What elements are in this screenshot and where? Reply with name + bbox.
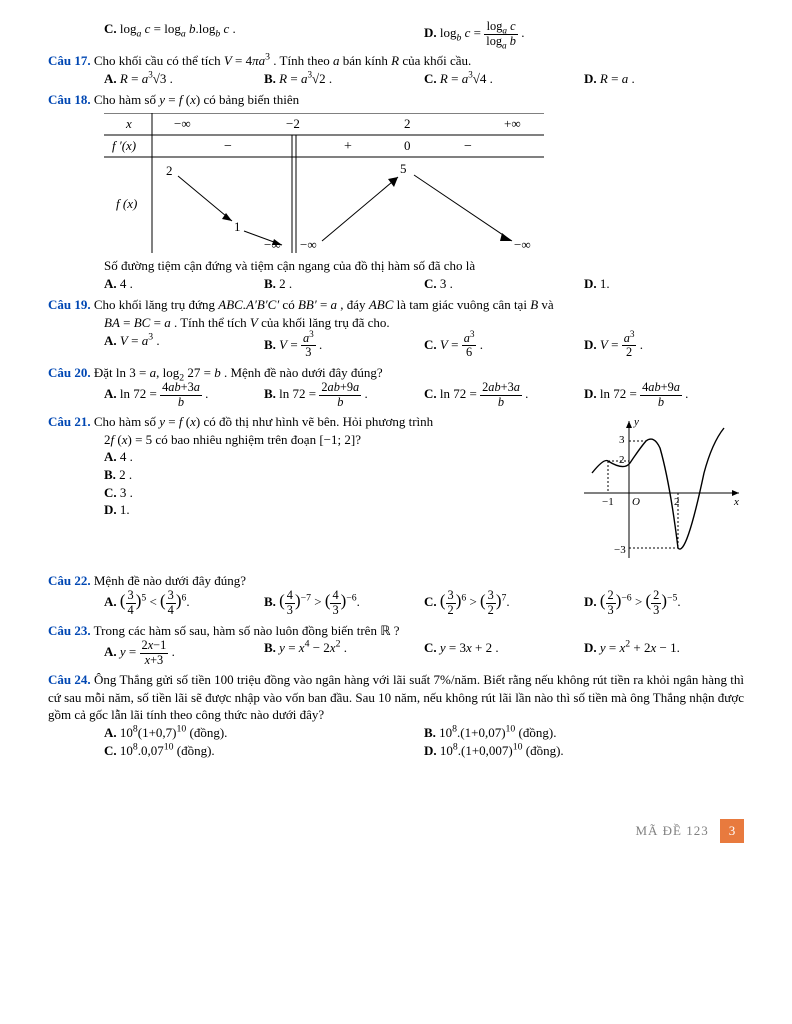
svg-text:−2: −2 — [286, 116, 300, 131]
q24-a: A. 108(1+0,7)10 (đồng). — [104, 724, 424, 742]
q24-num: Câu 24. — [48, 672, 91, 687]
svg-text:f ′(x): f ′(x) — [112, 138, 136, 153]
svg-text:2: 2 — [674, 496, 680, 508]
q18-text: Cho hàm số y = f (x) có bảng biến thiên — [94, 92, 299, 107]
svg-text:+∞: +∞ — [504, 116, 521, 131]
q17-text: Cho khối cầu có thể tích V = 4πa3 . Tính… — [94, 53, 471, 68]
q23-num: Câu 23. — [48, 623, 91, 638]
svg-text:y: y — [633, 416, 639, 428]
q17-b: B. R = a3√2 . — [264, 70, 424, 88]
q21-num: Câu 21. — [48, 414, 91, 429]
q20-options: A. ln 72 = 4ab+3ab . B. ln 72 = 2ab+9ab … — [104, 381, 744, 409]
q19-a: A. V = a3 . — [104, 332, 264, 360]
q21-b: B. 2 . — [104, 466, 574, 484]
svg-text:−3: −3 — [614, 544, 626, 556]
q18-b: B. 2 . — [264, 275, 424, 293]
svg-text:+: + — [344, 139, 352, 154]
q23-options: A. y = 2x−1x+3 . B. y = x4 − 2x2 . C. y … — [104, 639, 744, 667]
variation-table-svg: x −∞ −2 2 +∞ f ′(x) − + 0 − f (x) 2 1 −∞… — [104, 113, 544, 253]
q23-c: C. y = 3x + 2 . — [424, 639, 584, 667]
q19-text: Cho khối lăng trụ đứng ABC.A′B′C′ có BB′… — [94, 297, 554, 312]
q16-options: C. loga c = loga b.logb c . D. logb c = … — [104, 20, 744, 48]
q18-variation-table: x −∞ −2 2 +∞ f ′(x) − + 0 − f (x) 2 1 −∞… — [104, 113, 744, 258]
svg-text:2: 2 — [404, 116, 411, 131]
q17-options: A. R = a3√3 . B. R = a3√2 . C. R = a3√4 … — [104, 70, 744, 88]
svg-text:f (x): f (x) — [116, 196, 137, 211]
q22-text: Mệnh đề nào dưới đây đúng? — [94, 573, 246, 588]
q21-a: A. 4 . — [104, 448, 574, 466]
q20-a: A. ln 72 = 4ab+3ab . — [104, 381, 264, 409]
q20-d: D. ln 72 = 4ab+9ab . — [584, 381, 744, 409]
svg-text:−: − — [464, 139, 472, 154]
q16-opt-d: D. logb c = loga cloga b . — [424, 20, 744, 48]
q19-b: B. V = a33 . — [264, 332, 424, 360]
q24-b: B. 108.(1+0,07)10 (đồng). — [424, 724, 744, 742]
page-footer: MÃ ĐỀ 123 3 — [48, 819, 744, 843]
svg-text:5: 5 — [400, 161, 407, 176]
q20-num: Câu 20. — [48, 365, 91, 380]
q20-text: Đặt ln 3 = a, log2 27 = b . Mệnh đề nào … — [94, 365, 383, 380]
q20: Câu 20. Đặt ln 3 = a, log2 27 = b . Mệnh… — [48, 364, 744, 382]
q21-d: D. 1. — [104, 501, 574, 519]
q17-num: Câu 17. — [48, 53, 91, 68]
q24-c: C. 108.0,0710 (đồng). — [104, 742, 424, 760]
q16-opt-c: C. loga c = loga b.logb c . — [104, 20, 424, 48]
q24: Câu 24. Ông Thắng gửi số tiền 100 triệu … — [48, 671, 744, 724]
svg-text:x: x — [125, 116, 132, 131]
q18-num: Câu 18. — [48, 92, 91, 107]
q18-a: A. 4 . — [104, 275, 264, 293]
q22: Câu 22. Mệnh đề nào dưới đây đúng? — [48, 572, 744, 590]
q22-c: C. (32)6 > (32)7. — [424, 589, 584, 617]
q18-post: Số đường tiệm cận đứng và tiệm cận ngang… — [104, 257, 744, 275]
q22-a: A. (34)5 < (34)6. — [104, 589, 264, 617]
svg-text:3: 3 — [619, 434, 625, 446]
q17: Câu 17. Cho khối cầu có thể tích V = 4πa… — [48, 52, 744, 70]
q20-b: B. ln 72 = 2ab+9ab . — [264, 381, 424, 409]
q23-a: A. y = 2x−1x+3 . — [104, 639, 264, 667]
q18-c: C. 3 . — [424, 275, 584, 293]
q20-c: C. ln 72 = 2ab+3ab . — [424, 381, 584, 409]
svg-text:O: O — [632, 496, 640, 508]
q19-options: A. V = a3 . B. V = a33 . C. V = a36 . D.… — [104, 332, 744, 360]
exam-code: MÃ ĐỀ 123 — [635, 823, 708, 838]
svg-text:0: 0 — [404, 138, 411, 153]
svg-text:−∞: −∞ — [174, 116, 191, 131]
svg-text:1: 1 — [234, 219, 241, 234]
page-number: 3 — [720, 819, 744, 843]
q22-num: Câu 22. — [48, 573, 91, 588]
q22-d: D. (23)−6 > (23)−5. — [584, 589, 744, 617]
q24-text: Ông Thắng gửi số tiền 100 triệu đồng vào… — [48, 672, 744, 722]
q18: Câu 18. Cho hàm số y = f (x) có bảng biế… — [48, 91, 744, 109]
q23-d: D. y = x2 + 2x − 1. — [584, 639, 744, 667]
q22-b: B. (43)−7 > (43)−6. — [264, 589, 424, 617]
svg-text:−1: −1 — [602, 496, 614, 508]
svg-text:−∞: −∞ — [300, 237, 317, 252]
svg-text:x: x — [733, 496, 739, 508]
q23-b: B. y = x4 − 2x2 . — [264, 639, 424, 667]
q21-c: C. 3 . — [104, 484, 574, 502]
q19-d: D. V = a32 . — [584, 332, 744, 360]
q21: Câu 21. Cho hàm số y = f (x) có đồ thị n… — [48, 413, 744, 568]
q19-num: Câu 19. — [48, 297, 91, 312]
q22-options: A. (34)5 < (34)6. B. (43)−7 > (43)−6. C.… — [104, 589, 744, 617]
svg-text:−∞: −∞ — [514, 237, 531, 252]
q17-d: D. R = a . — [584, 70, 744, 88]
q18-d: D. 1. — [584, 275, 744, 293]
q18-options: A. 4 . B. 2 . C. 3 . D. 1. — [104, 275, 744, 293]
q19: Câu 19. Cho khối lăng trụ đứng ABC.A′B′C… — [48, 296, 744, 331]
svg-text:2: 2 — [619, 454, 625, 466]
q17-c: C. R = a3√4 . — [424, 70, 584, 88]
svg-text:2: 2 — [166, 163, 173, 178]
q17-a: A. R = a3√3 . — [104, 70, 264, 88]
q21-graph: x y 3 2 −1 O 2 −3 — [574, 413, 744, 568]
q24-options: A. 108(1+0,7)10 (đồng). B. 108.(1+0,07)1… — [104, 724, 744, 759]
q19-c: C. V = a36 . — [424, 332, 584, 360]
svg-text:−: − — [224, 139, 232, 154]
q24-d: D. 108.(1+0,007)10 (đồng). — [424, 742, 744, 760]
q23: Câu 23. Trong các hàm số sau, hàm số nào… — [48, 622, 744, 640]
